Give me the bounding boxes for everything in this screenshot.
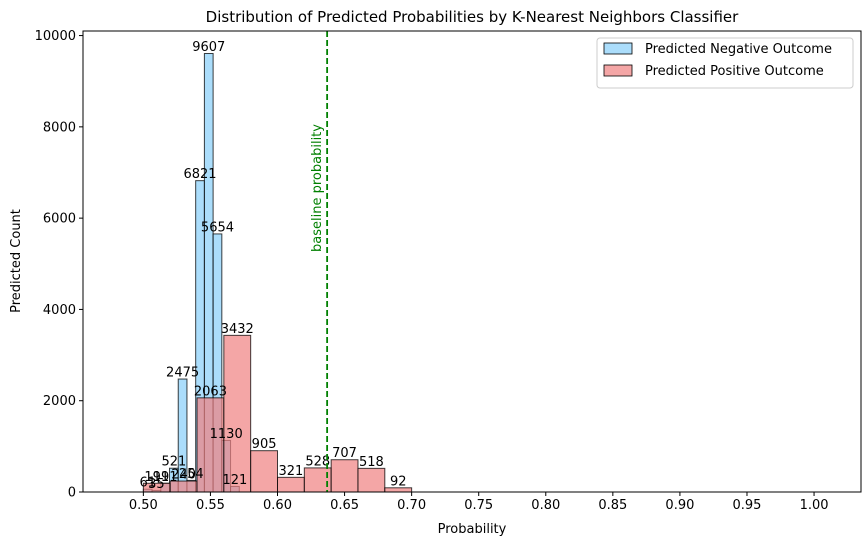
negative-bar-label-6: 6821 — [183, 167, 216, 182]
positive-bar-7 — [330, 459, 359, 493]
baseline-label: baseline probability — [310, 124, 325, 252]
x-axis-label: Probability — [438, 522, 507, 537]
positive-bar-label-4: 905 — [252, 437, 277, 452]
legend-swatch-positive — [603, 64, 633, 77]
x-tick-label-6: 0.80 — [531, 498, 560, 513]
negative-bar-label-2: 191 — [153, 470, 178, 485]
y-tick-label-5: 10000 — [35, 29, 76, 44]
y-axis-label: Predicted Count — [9, 209, 24, 313]
x-tick-label-4: 0.70 — [397, 498, 426, 513]
x-tick-label-7: 0.85 — [598, 498, 627, 513]
x-tick-label-1: 0.55 — [196, 498, 225, 513]
x-tick-label-2: 0.60 — [263, 498, 292, 513]
legend-swatch-negative — [603, 42, 633, 55]
y-tick-label-2: 4000 — [43, 303, 76, 318]
y-tick-label-0: 0 — [68, 486, 76, 501]
negative-bar-label-10: 121 — [222, 473, 247, 488]
legend-label-negative: Predicted Negative Outcome — [645, 42, 832, 57]
baseline-line: baseline probability — [310, 31, 329, 492]
positive-bar-3 — [223, 334, 252, 493]
plot-frame — [82, 30, 862, 493]
x-axis: 0.50 0.55 0.60 0.65 0.70 0.75 0.80 0.85 0.90 0.95… — [129, 492, 829, 513]
positive-bar-label-9: 92 — [390, 474, 407, 489]
positive-bar-6 — [303, 467, 332, 493]
y-tick-label-3: 6000 — [43, 212, 76, 227]
negative-bars — [142, 53, 240, 493]
legend-box — [596, 37, 854, 89]
negative-bar-label-7: 9607 — [192, 40, 225, 55]
positive-bar-8 — [357, 467, 386, 493]
positive-bar-2 — [196, 397, 225, 493]
legend: Predicted Negative Outcome Predicted Pos… — [596, 37, 854, 89]
positive-bar-label-3: 3432 — [221, 322, 254, 337]
positive-bar-label-8: 518 — [359, 455, 384, 470]
negative-bar-label-1: 35 — [148, 477, 165, 492]
negative-bar-label-9: 1130 — [210, 427, 243, 442]
positive-bar-4 — [250, 450, 278, 493]
x-tick-label-9: 0.95 — [733, 498, 762, 513]
negative-bar-label-3: 521 — [161, 455, 186, 470]
positive-bar-label-5: 321 — [278, 464, 303, 479]
x-tick-label-8: 0.90 — [665, 498, 694, 513]
negative-bar-label-8: 5654 — [201, 220, 234, 235]
chart-title: Distribution of Predicted Probabilities … — [206, 8, 739, 26]
x-tick-label-3: 0.65 — [330, 498, 359, 513]
y-tick-label-4: 8000 — [43, 120, 76, 135]
x-tick-label-0: 0.50 — [129, 498, 158, 513]
positive-bar-5 — [277, 476, 305, 493]
positive-bar-label-6: 528 — [305, 454, 330, 469]
x-tick-label-10: 1.00 — [800, 498, 829, 513]
y-axis: 0 2000 4000 6000 8000 10000 — [35, 29, 83, 501]
positive-bar-label-2: 2063 — [194, 384, 227, 399]
x-tick-label-5: 0.75 — [464, 498, 493, 513]
positive-bar-label-1: 240 — [171, 468, 196, 483]
positive-bars — [142, 334, 413, 493]
legend-label-positive: Predicted Positive Outcome — [645, 64, 824, 79]
negative-bar-label-5: 254 — [179, 467, 204, 482]
positive-bar-label-0: 191 — [144, 470, 169, 485]
positive-bar-label-7: 707 — [332, 446, 357, 461]
negative-bar-label-4: 2475 — [166, 366, 199, 381]
negative-bar-label-0: 61 — [139, 476, 156, 491]
y-tick-label-1: 2000 — [43, 394, 76, 409]
